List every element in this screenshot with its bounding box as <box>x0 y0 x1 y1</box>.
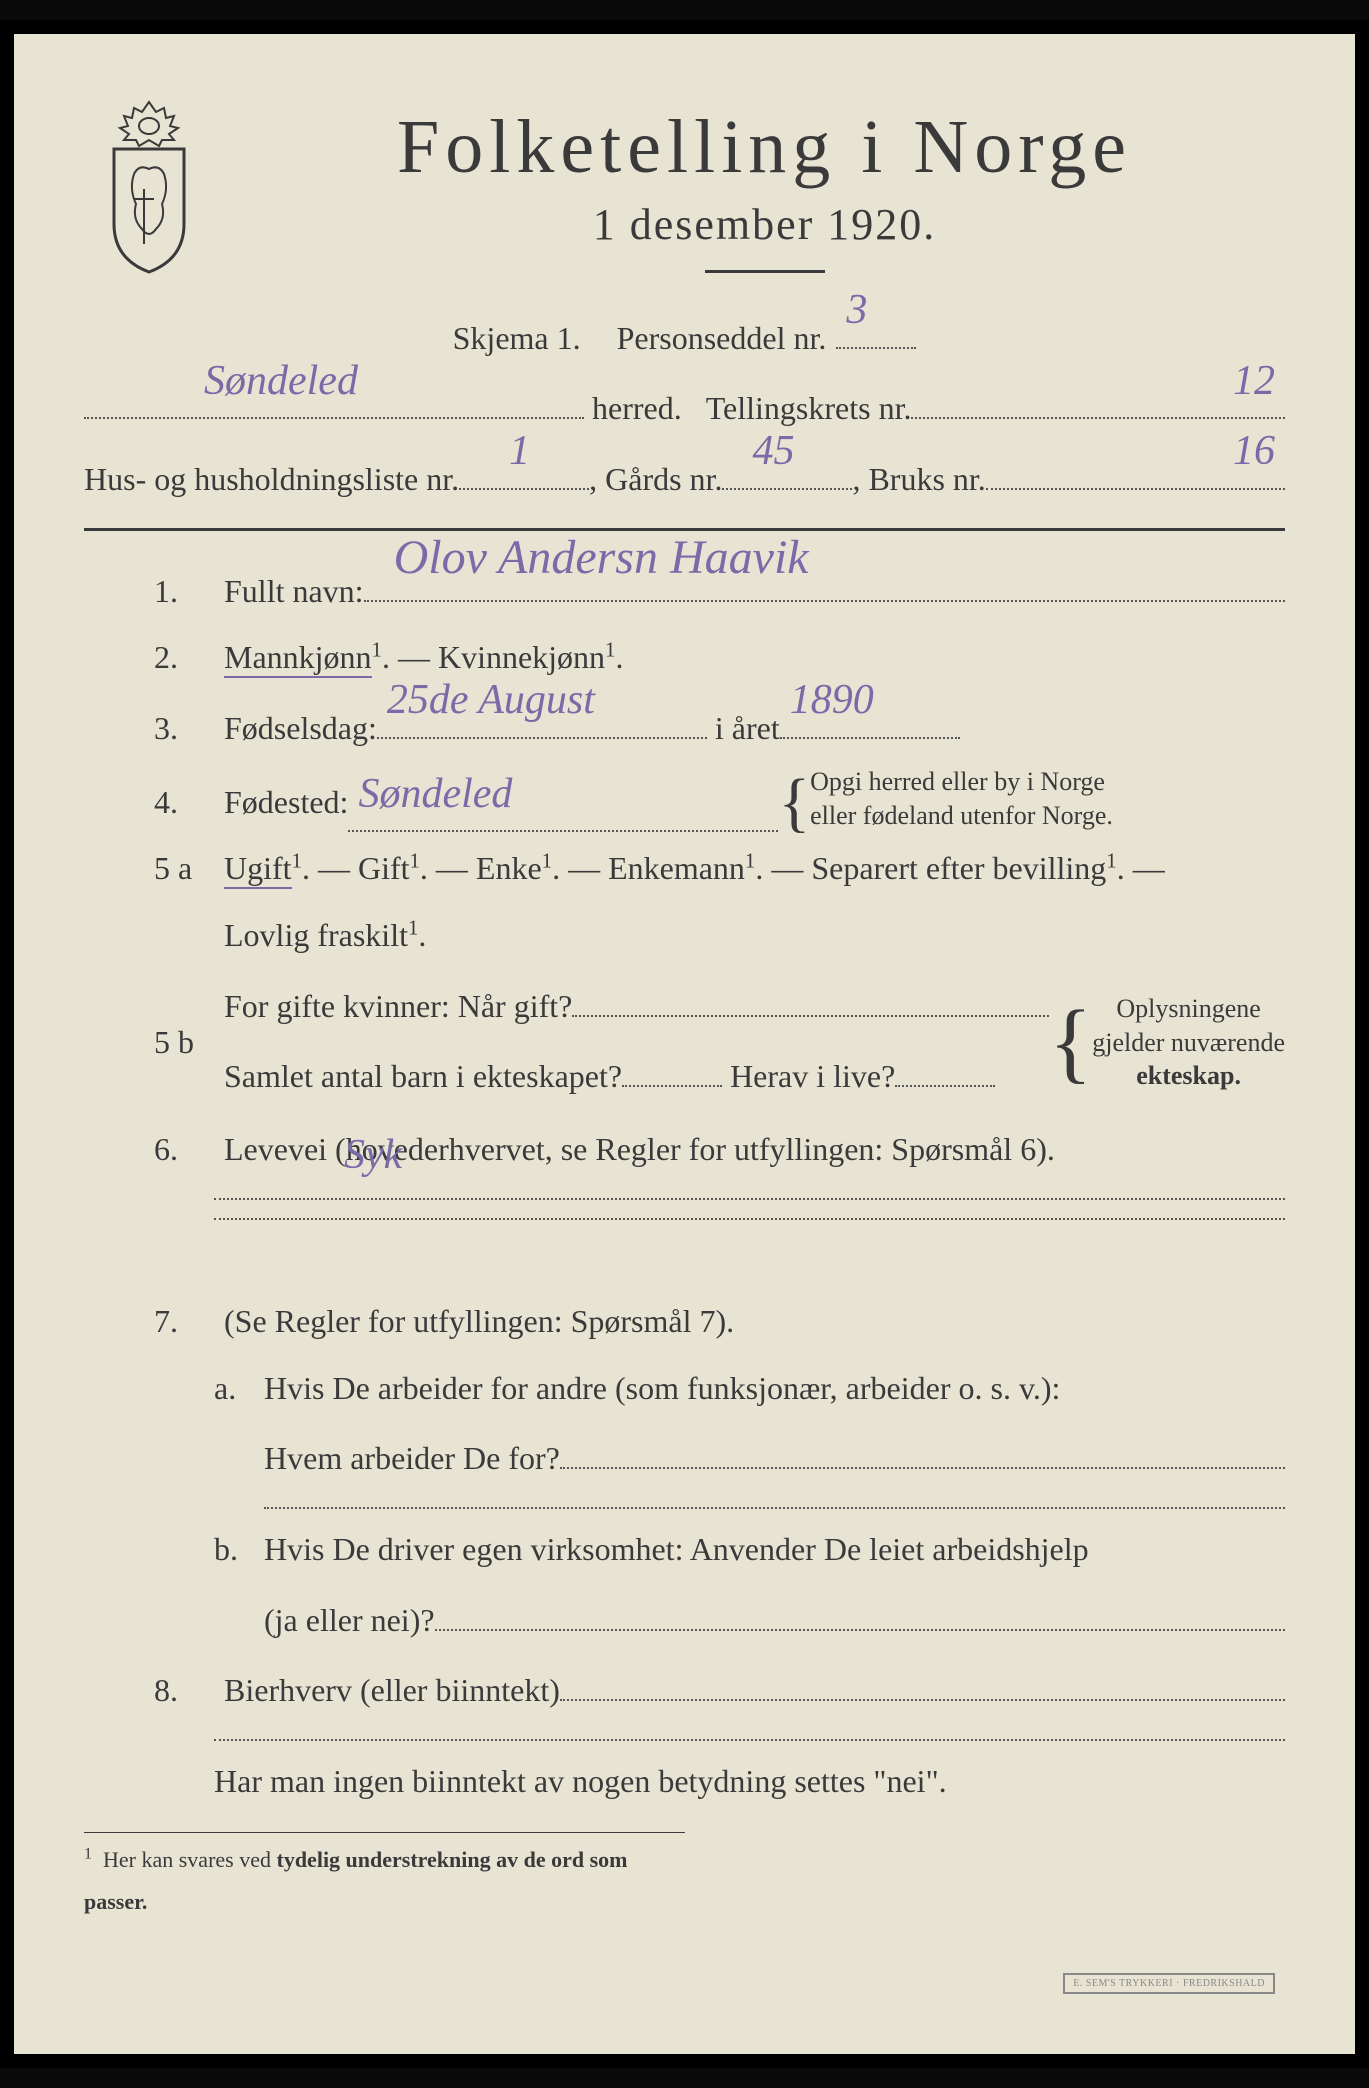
q7b-row1: b. Hvis De driver egen virksomhet: Anven… <box>84 1519 1285 1580</box>
q5a-gift: Gift1. <box>358 838 428 899</box>
q7b-row2: (ja eller nei)? <box>84 1586 1285 1651</box>
q5b-label-a: For gifte kvinner: Når gift? <box>224 976 572 1037</box>
q1-value: Olov Andersn Haavik <box>394 512 809 603</box>
bruks-field: 16 <box>986 445 1285 490</box>
q5b-gift-field <box>572 972 1049 1017</box>
q3-label: Fødselsdag: <box>224 698 377 759</box>
hus-label: Hus- og husholdningsliste nr. <box>84 449 459 510</box>
footnote-text: Her kan svares ved tydelig understreknin… <box>84 1847 628 1914</box>
gaards-field: 45 <box>722 445 852 490</box>
q7a-label2: Hvem arbeider De for? <box>264 1428 560 1489</box>
q1-label: Fullt navn: <box>224 561 364 622</box>
herred-row: Søndeled herred. Tellingskrets nr. 12 <box>84 375 1285 440</box>
q5b-live-field <box>895 1043 995 1088</box>
q5a-fraskilt: Lovlig fraskilt1. <box>224 905 426 966</box>
q7b-field <box>435 1586 1285 1631</box>
q6-num: 6. <box>154 1119 224 1180</box>
q2-mann: Mannkjønn1. <box>224 627 390 688</box>
bruks-label: , Bruks nr. <box>852 449 985 510</box>
q3-year-value: 1890 <box>790 661 874 741</box>
q7-label: (Se Regler for utfyllingen: Spørsmål 7). <box>224 1291 734 1352</box>
q1-num: 1. <box>154 561 224 622</box>
herred-label: herred. <box>592 378 682 439</box>
q8-num: 8. <box>154 1660 224 1721</box>
q3-year-field: 1890 <box>780 694 960 739</box>
tellingskrets-label: Tellingskrets nr. <box>706 378 912 439</box>
q7-row: 7. (Se Regler for utfyllingen: Spørsmål … <box>84 1291 1285 1352</box>
q1-field: Olov Andersn Haavik <box>364 557 1285 602</box>
q7a-num: a. <box>214 1358 264 1419</box>
q8-note-row: Har man ingen biinntekt av nogen betydni… <box>84 1751 1285 1812</box>
title-rule <box>705 270 825 273</box>
q5b-brace-icon: { <box>1049 1002 1092 1083</box>
coat-of-arms-icon <box>84 94 214 274</box>
q5a-enke: Enke1. <box>476 838 560 899</box>
q2-num: 2. <box>154 627 224 688</box>
q3-day-value: 25de August <box>387 661 595 741</box>
hus-row: Hus- og husholdningsliste nr. 1 , Gårds … <box>84 445 1285 510</box>
q3-row: 3. Fødselsdag: 25de August i året 1890 <box>84 694 1285 759</box>
q5b-num: 5 b <box>154 1012 224 1073</box>
q4-num: 4. <box>154 772 224 833</box>
q5a-num: 5 a <box>154 838 224 899</box>
q3-num: 3. <box>154 698 224 759</box>
tellingskrets-value: 12 <box>1233 342 1275 422</box>
q8-note: Har man ingen biinntekt av nogen betydni… <box>214 1751 947 1812</box>
personseddel-value: 3 <box>846 271 867 351</box>
q5b-barn-field <box>622 1043 722 1088</box>
form-body: Skjema 1. Personseddel nr. 3 Søndeled he… <box>84 304 1285 1922</box>
q4-brace-icon: { <box>778 773 810 832</box>
q6-row: 6. Levevei (hovederhvervet, se Regler fo… <box>84 1119 1285 1180</box>
q5b-label-c: Herav i live? <box>730 1046 895 1107</box>
header: Folketelling i Norge 1 desember 1920. <box>84 94 1285 274</box>
q4-value: Søndeled <box>358 755 512 835</box>
personseddel-field: 3 <box>836 304 916 349</box>
q5a-row2: Lovlig fraskilt1. <box>84 905 1285 966</box>
q7a-label1: Hvis De arbeider for andre (som funksjon… <box>264 1358 1060 1419</box>
q8-row: 8. Bierhverv (eller biinntekt) <box>84 1656 1285 1721</box>
q4-label: Fødested: <box>224 772 348 833</box>
q7-num: 7. <box>154 1291 224 1352</box>
personseddel-label: Personseddel nr. <box>617 308 827 369</box>
q5a-row: 5 a Ugift1. — Gift1. — Enke1. — Enkemann… <box>84 838 1285 899</box>
q7b-label1: Hvis De driver egen virksomhet: Anvender… <box>264 1519 1089 1580</box>
q5b-row: 5 b For gifte kvinner: Når gift? Samlet … <box>84 972 1285 1113</box>
q3-day-field: 25de August <box>377 694 707 739</box>
title-sub: 1 desember 1920. <box>244 199 1285 250</box>
tellingskrets-field: 12 <box>911 375 1285 420</box>
hus-value: 1 <box>509 412 530 492</box>
printer-stamp: E. SEM'S TRYKKERI · FREDRIKSHALD <box>1063 1973 1275 1994</box>
q7a-field <box>560 1424 1285 1469</box>
q5a-separert: Separert efter bevilling1. <box>811 838 1124 899</box>
q5b-note: Oplysningene gjelder nuværende ekteskap. <box>1092 992 1285 1093</box>
title-main: Folketelling i Norge <box>244 104 1285 191</box>
q6-value-block: Syk <box>84 1198 1285 1220</box>
q4-field: Søndeled <box>348 788 778 833</box>
q7b-label2: (ja eller nei)? <box>264 1590 435 1651</box>
skjema-label: Skjema 1. <box>453 308 581 369</box>
q7a-row1: a. Hvis De arbeider for andre (som funks… <box>84 1358 1285 1419</box>
q8-label: Bierhverv (eller biinntekt) <box>224 1660 560 1721</box>
q4-note: Opgi herred eller by i Norge eller fødel… <box>810 765 1113 833</box>
gaards-label: , Gårds nr. <box>589 449 722 510</box>
gaards-value: 45 <box>752 412 794 492</box>
q5a-ugift: Ugift1. <box>224 838 310 899</box>
q7b-num: b. <box>214 1519 264 1580</box>
census-form-page: Folketelling i Norge 1 desember 1920. Sk… <box>0 20 1369 2068</box>
q4-row: 4. Fødested: Søndeled { Opgi herred elle… <box>84 765 1285 833</box>
title-block: Folketelling i Norge 1 desember 1920. <box>244 94 1285 273</box>
q1-row: 1. Fullt navn: Olov Andersn Haavik <box>84 557 1285 622</box>
q6-value: Syk <box>344 1116 402 1196</box>
q5a-enkemann: Enkemann1. <box>608 838 763 899</box>
hus-field: 1 <box>459 445 589 490</box>
q5b-label-b: Samlet antal barn i ekteskapet? <box>224 1046 622 1107</box>
q2-row: 2. Mannkjønn1. — Kvinnekjønn1. <box>84 627 1285 688</box>
q3-year-label: i året <box>715 698 780 759</box>
herred-value: Søndeled <box>204 342 358 422</box>
footnote: 1 Her kan svares ved tydelig understrekn… <box>84 1832 685 1923</box>
q8-field <box>560 1656 1285 1701</box>
q7a-row2: Hvem arbeider De for? <box>84 1424 1285 1489</box>
bruks-value: 16 <box>1233 412 1275 492</box>
